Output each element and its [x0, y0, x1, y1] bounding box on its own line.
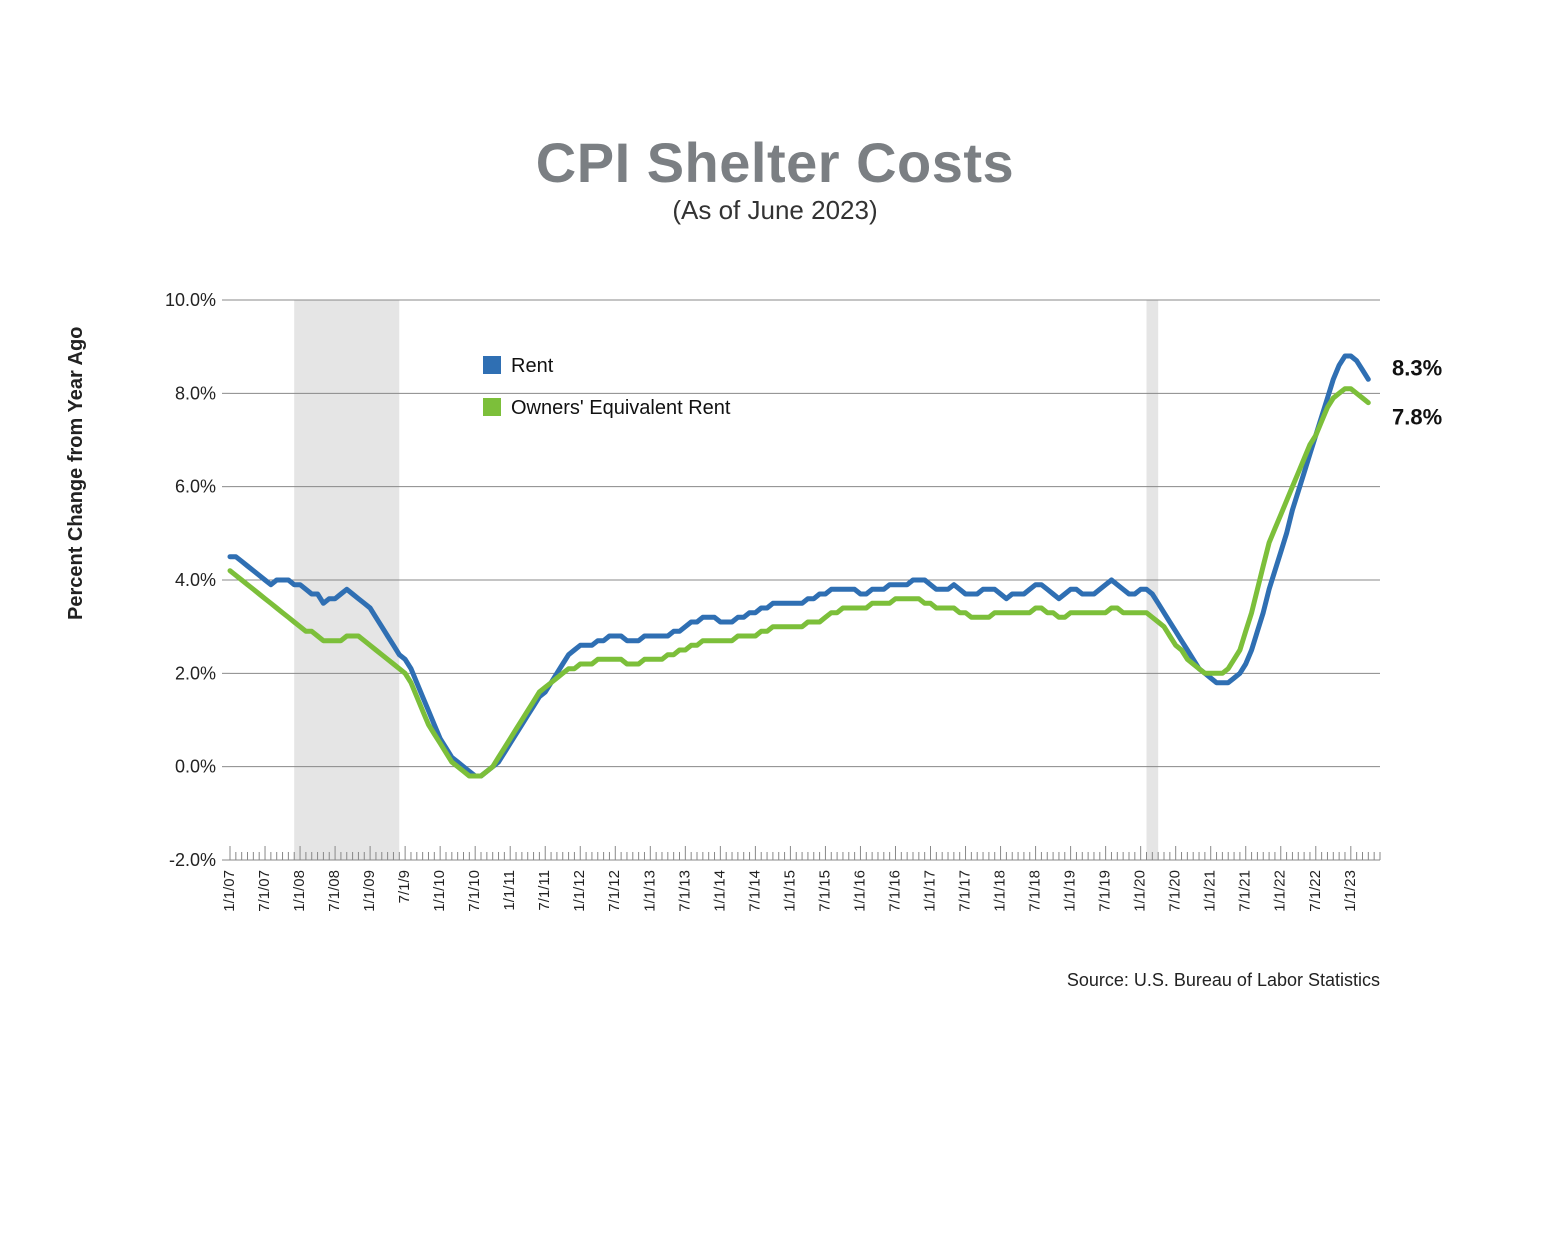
- svg-text:7/1/11: 7/1/11: [536, 870, 553, 911]
- svg-text:0.0%: 0.0%: [175, 757, 216, 777]
- y-axis-label: Percent Change from Year Ago: [65, 327, 88, 620]
- chart-container: CPI Shelter Costs (As of June 2023) Perc…: [0, 0, 1550, 1250]
- svg-text:7/1/16: 7/1/16: [886, 870, 903, 912]
- svg-text:1/1/07: 1/1/07: [221, 870, 238, 912]
- svg-text:1/1/21: 1/1/21: [1202, 870, 1219, 912]
- svg-text:7/1/10: 7/1/10: [466, 870, 483, 912]
- svg-text:7/1/18: 7/1/18: [1027, 870, 1044, 912]
- chart-subtitle: (As of June 2023): [0, 195, 1550, 226]
- svg-text:7.8%: 7.8%: [1392, 405, 1442, 430]
- svg-text:7/1/13: 7/1/13: [676, 870, 693, 912]
- svg-text:-2.0%: -2.0%: [169, 850, 216, 870]
- svg-text:7/1/20: 7/1/20: [1167, 870, 1184, 912]
- svg-text:1/1/18: 1/1/18: [992, 870, 1009, 912]
- chart-svg: -2.0%0.0%2.0%4.0%6.0%8.0%10.0%1/1/077/1/…: [230, 300, 1380, 860]
- svg-text:4.0%: 4.0%: [175, 570, 216, 590]
- svg-text:7/1/19: 7/1/19: [1097, 870, 1114, 912]
- svg-text:7/1/21: 7/1/21: [1237, 870, 1254, 912]
- svg-text:1/1/15: 1/1/15: [781, 870, 798, 912]
- svg-text:2.0%: 2.0%: [175, 663, 216, 683]
- svg-text:1/1/17: 1/1/17: [921, 870, 938, 912]
- svg-text:6.0%: 6.0%: [175, 477, 216, 497]
- svg-text:1/1/23: 1/1/23: [1342, 870, 1359, 912]
- svg-text:1/1/14: 1/1/14: [711, 870, 728, 912]
- chart-title: CPI Shelter Costs: [0, 130, 1550, 195]
- plot-area: -2.0%0.0%2.0%4.0%6.0%8.0%10.0%1/1/077/1/…: [230, 300, 1380, 860]
- source-text: Source: U.S. Bureau of Labor Statistics: [1067, 970, 1380, 991]
- svg-text:7/1/14: 7/1/14: [746, 870, 763, 912]
- svg-text:1/1/09: 1/1/09: [361, 870, 378, 912]
- svg-text:10.0%: 10.0%: [165, 290, 216, 310]
- svg-text:7/1/22: 7/1/22: [1307, 870, 1324, 912]
- svg-text:7/1/15: 7/1/15: [816, 870, 833, 912]
- svg-text:1/1/12: 1/1/12: [571, 870, 588, 912]
- svg-text:7/1/12: 7/1/12: [606, 870, 623, 912]
- svg-text:1/1/13: 1/1/13: [641, 870, 658, 912]
- svg-text:Rent: Rent: [511, 355, 554, 377]
- svg-text:1/1/16: 1/1/16: [851, 870, 868, 912]
- svg-text:7/1/08: 7/1/08: [326, 870, 343, 912]
- svg-text:7/1/07: 7/1/07: [256, 870, 273, 912]
- svg-text:Owners' Equivalent Rent: Owners' Equivalent Rent: [511, 397, 731, 419]
- svg-text:1/1/19: 1/1/19: [1062, 870, 1079, 912]
- svg-text:1/1/10: 1/1/10: [431, 870, 448, 912]
- svg-text:1/1/11: 1/1/11: [501, 870, 518, 911]
- svg-text:1/1/08: 1/1/08: [291, 870, 308, 912]
- svg-text:1/1/22: 1/1/22: [1272, 870, 1289, 912]
- svg-text:8.0%: 8.0%: [175, 383, 216, 403]
- svg-text:8.3%: 8.3%: [1392, 355, 1442, 380]
- svg-text:7/1/9: 7/1/9: [396, 870, 413, 903]
- svg-text:1/1/20: 1/1/20: [1132, 870, 1149, 912]
- svg-text:7/1/17: 7/1/17: [957, 870, 974, 912]
